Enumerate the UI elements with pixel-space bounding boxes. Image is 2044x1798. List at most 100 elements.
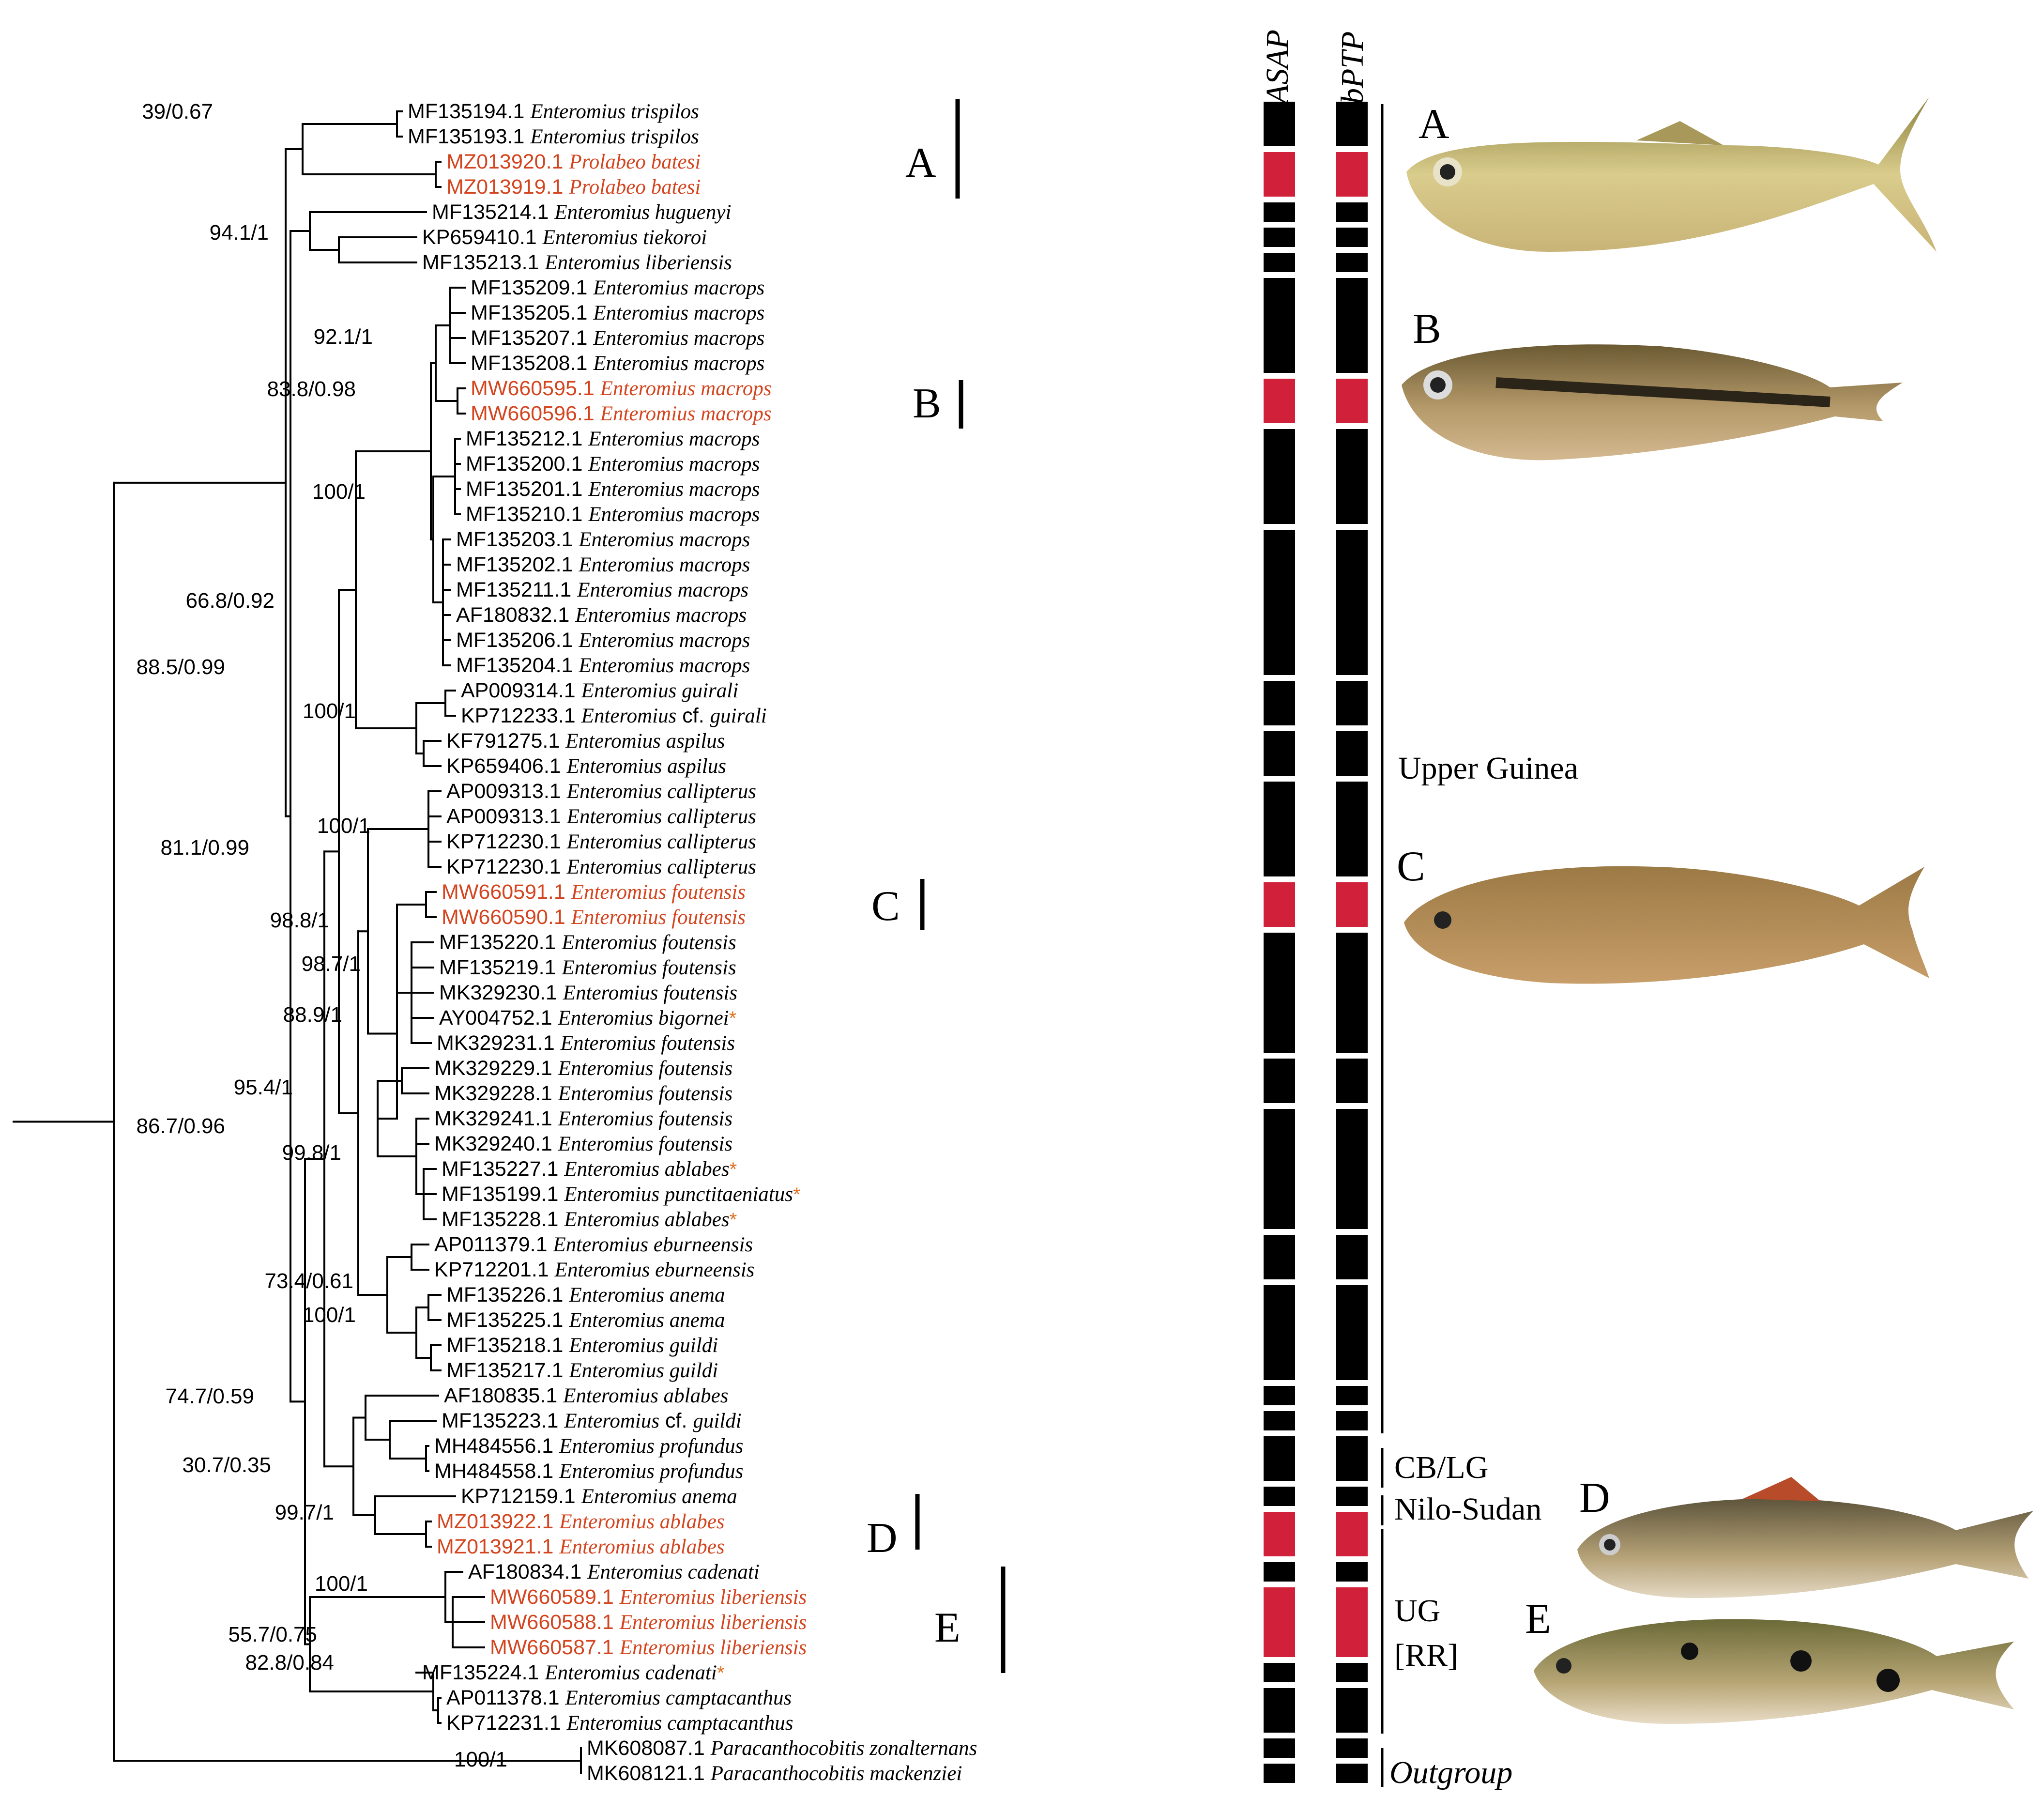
species-name: Enteromius cadenati: [544, 1661, 717, 1684]
species-name: Enteromius ablabes: [564, 1208, 729, 1231]
species-name: Enteromius trispilos: [530, 100, 699, 123]
species-name: Enteromius foutensis: [558, 1057, 732, 1080]
tip-label: MF135214.1 Enteromius huguenyi: [432, 200, 731, 224]
cf-qualifier: cf.: [659, 1409, 693, 1432]
accession-number: MF135217.1: [446, 1359, 569, 1382]
support-value: 82.8/0.84: [245, 1651, 335, 1675]
accession-number: MF135224.1: [422, 1661, 545, 1684]
tip-label: MF135225.1 Enteromius anema: [446, 1308, 725, 1332]
accession-number: MF135223.1: [442, 1409, 564, 1432]
accession-number: AP009314.1: [461, 679, 581, 702]
asterisk-mark: *: [730, 1159, 737, 1180]
accession-number: MW660589.1: [490, 1585, 620, 1609]
accession-number: MF135200.1: [466, 452, 588, 476]
tip-label: AP009313.1 Enteromius callipterus: [446, 805, 756, 828]
accession-number: MF135214.1: [432, 200, 554, 224]
asap-species-block: [1264, 1411, 1295, 1430]
asterisk-mark: *: [793, 1184, 801, 1205]
accession-number: MF135208.1: [471, 352, 593, 375]
support-value: 66.8/0.92: [186, 589, 275, 613]
accession-number: AP009313.1: [446, 780, 567, 803]
species-name: Enteromius callipterus: [566, 856, 756, 878]
support-value: 55.7/0.75: [229, 1623, 318, 1646]
tip-label: AP011379.1 Enteromius eburneensis: [434, 1233, 753, 1256]
species-name: Enteromius callipterus: [566, 830, 756, 853]
region-annotations: Upper Guinea CB/LG Nilo-Sudan UG [RR] Ou…: [1381, 104, 1578, 1790]
species-name: Enteromius guirali: [581, 679, 739, 702]
species-name: Enteromius liberiensis: [544, 251, 732, 274]
bptp-species-block: [1336, 1738, 1368, 1758]
tip-label-highlighted: MZ013920.1 Prolabeo batesi: [446, 150, 701, 173]
species-name: Enteromius huguenyi: [554, 201, 731, 224]
species-name: Enteromius callipterus: [566, 805, 756, 828]
bptp-species-block: [1336, 1688, 1368, 1733]
accession-number: MF135199.1: [442, 1183, 564, 1206]
asap-header: ASAP: [1260, 30, 1295, 106]
accession-number: MF135227.1: [442, 1157, 564, 1181]
tip-label-highlighted: MW660587.1 Enteromius liberiensis: [490, 1636, 807, 1659]
accession-number: MW660588.1: [490, 1611, 620, 1634]
tip-label: AY004752.1 Enteromius bigornei*: [439, 1006, 736, 1030]
tip-label: MF135219.1 Enteromius foutensis: [439, 956, 736, 979]
fish-b-label: B: [1413, 306, 1441, 353]
species-name: Enteromius aspilus: [566, 755, 726, 778]
tip-label-highlighted: MW660588.1 Enteromius liberiensis: [490, 1611, 807, 1634]
asap-species-block: [1264, 1436, 1295, 1481]
tip-label-highlighted: MZ013921.1 Enteromius ablabes: [437, 1535, 725, 1558]
tip-label: MK329228.1 Enteromius foutensis: [434, 1082, 732, 1105]
tip-label-highlighted: MW660589.1 Enteromius liberiensis: [490, 1585, 807, 1609]
bptp-species-block: [1336, 253, 1368, 272]
species-name: Enteromius camptacanthus: [564, 1687, 792, 1709]
species-name: Enteromius eburneensis: [552, 1233, 753, 1256]
accession-number: MK329229.1: [434, 1057, 558, 1080]
bptp-species-block: [1336, 429, 1368, 524]
tip-label: MF135201.1 Enteromius macrops: [466, 477, 760, 501]
tip-label: MF135209.1 Enteromius macrops: [471, 276, 764, 299]
fish-e-photo: [1534, 1619, 2014, 1724]
bptp-species-block: [1336, 681, 1368, 725]
accession-number: MW660591.1: [442, 880, 571, 904]
tip-label: MF135208.1 Enteromius macrops: [471, 352, 764, 375]
tip-label: MK608087.1 Paracanthocobitis zonalternan…: [587, 1737, 977, 1760]
accession-number: MF135228.1: [442, 1208, 564, 1231]
bptp-species-block: [1336, 1562, 1368, 1582]
fish-c-photo: [1404, 866, 1929, 984]
support-value: 88.9/1: [283, 1003, 342, 1027]
support-value: 88.5/0.99: [137, 655, 226, 679]
species-name: Enteromius profundus: [559, 1435, 743, 1458]
tip-label: KP712159.1 Enteromius anema: [461, 1485, 737, 1508]
tip-label-highlighted: MW660590.1 Enteromius foutensis: [442, 906, 746, 929]
ug-label: UG: [1394, 1593, 1440, 1629]
outgroup-label: Outgroup: [1389, 1755, 1512, 1790]
tip-label-highlighted: MZ013922.1 Enteromius ablabes: [437, 1510, 725, 1533]
accession-number: AP011379.1: [434, 1233, 553, 1256]
species-epithet: guirali: [710, 705, 767, 727]
accession-number: KP712230.1: [446, 830, 567, 853]
asap-species-block: [1264, 102, 1295, 146]
support-value: 94.1/1: [210, 221, 269, 245]
tip-label: AF180834.1 Enteromius cadenati: [468, 1560, 760, 1583]
tip-label: AP009314.1 Enteromius guirali: [461, 679, 738, 702]
accession-number: MW660596.1: [471, 402, 600, 425]
accession-number: MF135218.1: [446, 1334, 569, 1357]
accession-number: MW660587.1: [490, 1636, 620, 1659]
species-name: Enteromius callipterus: [566, 780, 756, 803]
species-name: Enteromius macrops: [578, 629, 750, 652]
asap-species-block: [1264, 1587, 1295, 1657]
tip-label: MF135210.1 Enteromius macrops: [466, 503, 760, 526]
species-name: Enteromius ablabes: [559, 1536, 724, 1558]
tip-label: MH484558.1 Enteromius profundus: [434, 1460, 743, 1483]
asap-species-block: [1264, 202, 1295, 222]
species-name: Enteromius liberiensis: [619, 1586, 807, 1609]
species-name: Enteromius trispilos: [530, 125, 699, 148]
tip-label: MK329240.1 Enteromius foutensis: [434, 1132, 732, 1155]
tip-label: MF135218.1 Enteromius guildi: [446, 1334, 718, 1357]
bptp-species-block: [1336, 1512, 1368, 1556]
species-name: Enteromius macrops: [588, 503, 760, 526]
accession-number: MF135201.1: [466, 477, 588, 501]
species-name: Enteromius macrops: [593, 352, 764, 375]
asap-species-block: [1264, 152, 1295, 197]
asap-species-block: [1264, 1738, 1295, 1758]
bptp-species-block: [1336, 882, 1368, 927]
asterisk-mark: *: [729, 1008, 737, 1029]
